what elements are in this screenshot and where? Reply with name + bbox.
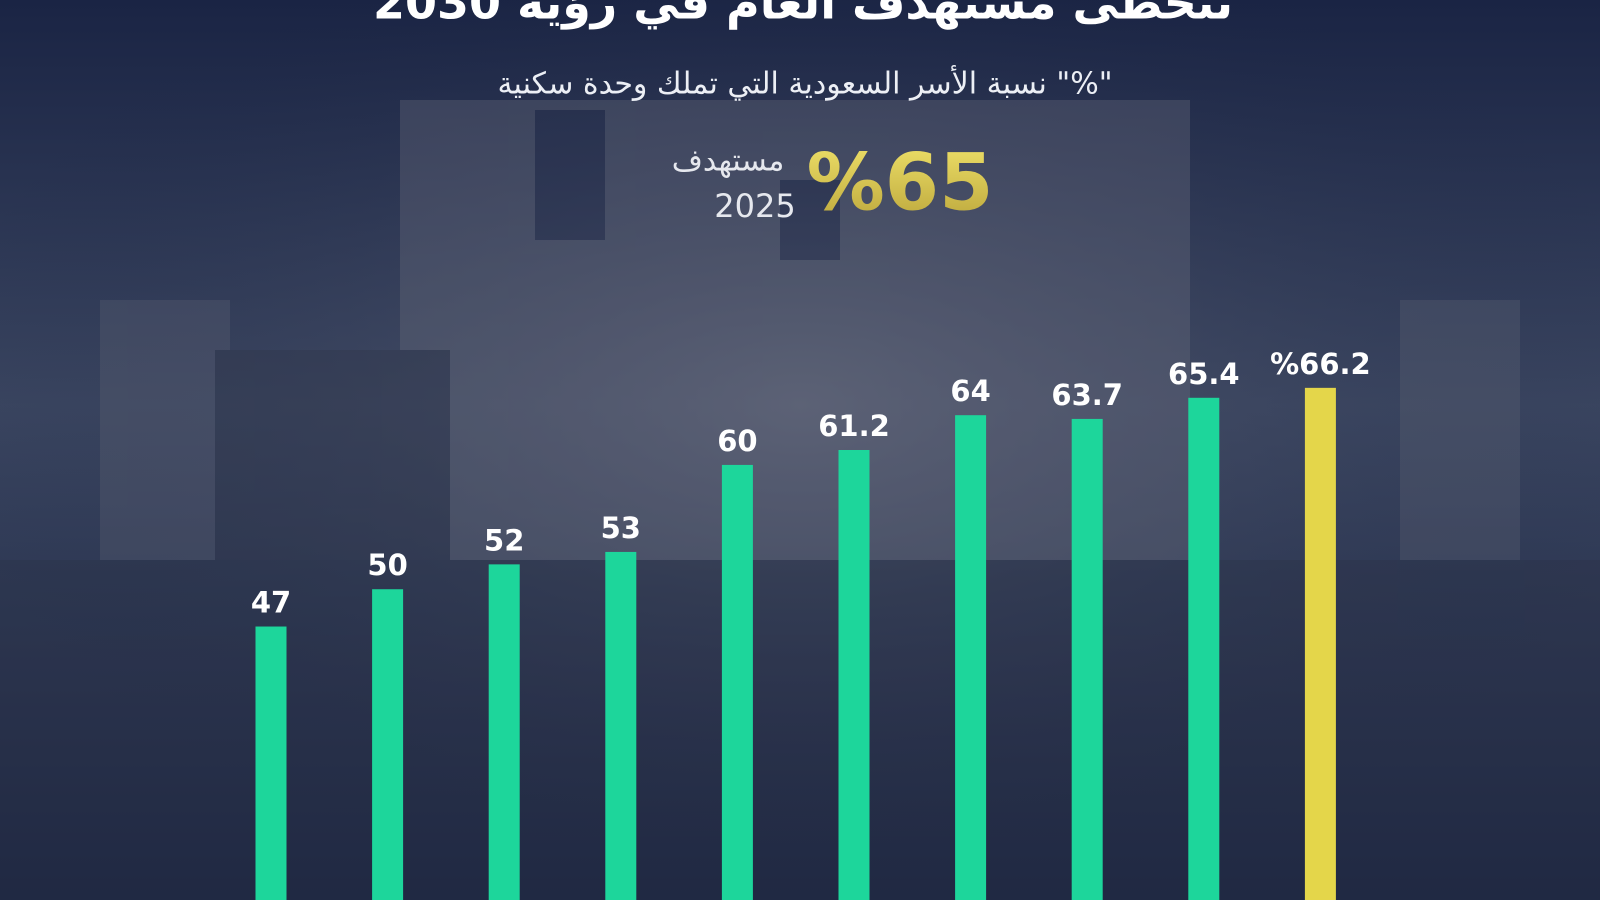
value-label: 47 bbox=[251, 586, 291, 620]
bar bbox=[255, 626, 287, 900]
value-label: 65.4 bbox=[1168, 357, 1240, 391]
bar bbox=[372, 589, 404, 900]
bar bbox=[1304, 387, 1336, 900]
value-label: 60 bbox=[717, 424, 757, 458]
target-text: مستهدف bbox=[672, 144, 785, 179]
target-year: 2025 bbox=[714, 187, 795, 225]
chart-title: تتخطى مستهدف العام في رؤية 2030 bbox=[373, 0, 1233, 30]
bar bbox=[721, 464, 753, 900]
chart-subtitle: نسبة الأسر السعودية التي تملك وحدة سكنية… bbox=[497, 64, 1112, 102]
bar bbox=[838, 450, 870, 900]
bar bbox=[955, 415, 987, 900]
value-label: 61.2 bbox=[818, 409, 890, 443]
target-label: %65 bbox=[807, 138, 994, 228]
value-label: 63.7 bbox=[1051, 378, 1123, 412]
value-label: 50 bbox=[367, 548, 407, 582]
value-label: 52 bbox=[484, 523, 524, 557]
bar bbox=[1071, 418, 1103, 900]
value-label: 64 bbox=[950, 374, 990, 408]
bar bbox=[488, 564, 520, 900]
bar bbox=[605, 551, 637, 900]
value-label: 53 bbox=[601, 511, 641, 545]
bar bbox=[1188, 397, 1220, 900]
value-label: %66.2 bbox=[1270, 347, 1371, 381]
